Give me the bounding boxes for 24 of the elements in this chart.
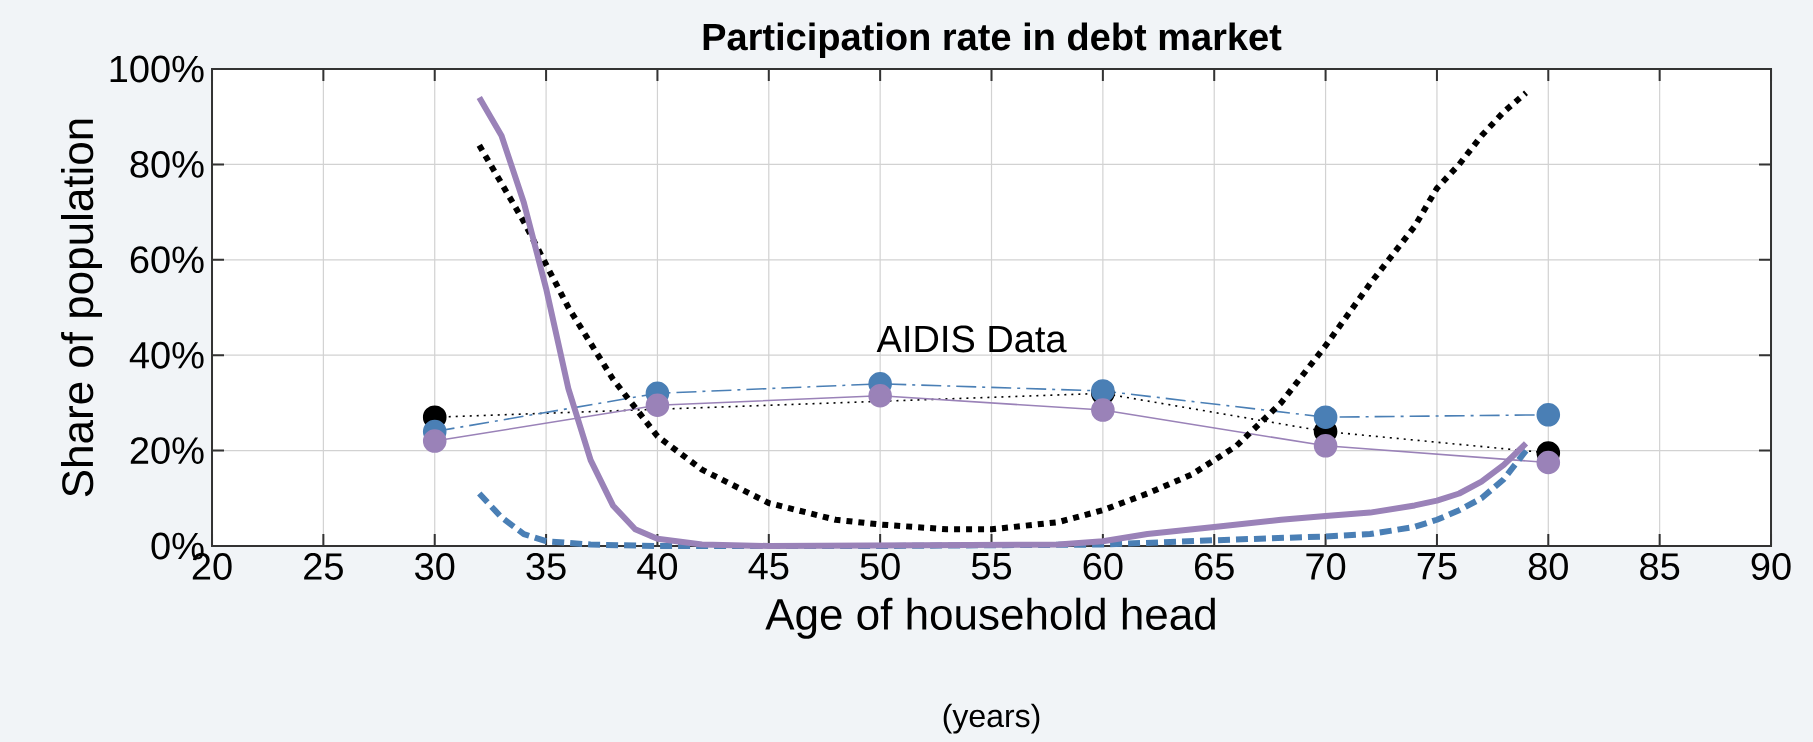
chart-title: Participation rate in debt market [703,22,1282,58]
annotation: AIDIS Data [876,325,1067,353]
text: (years) [943,703,1040,734]
x-tick-label: 55 [971,553,1012,580]
y-tick-label: 40% [129,341,204,369]
x-tick-label: 65 [1195,553,1234,580]
y-tick-label: 100% [110,55,204,83]
x-tick-label: 25 [304,553,343,580]
x-tick-label: 50 [860,553,900,580]
x-tick-label: 75 [1417,553,1457,580]
x-tick-label: 35 [526,553,566,580]
y-tick-label: 60% [130,246,204,274]
x-axis-title: Age of household head [765,597,1215,639]
x-tick-label: 60 [1083,553,1123,580]
y-axis-title: Share of population [60,119,103,497]
x-tick-label: 85 [1640,553,1680,580]
y-tick-label: 80% [130,150,204,178]
y-tick-label: 20% [130,437,204,465]
x-tick-label: 45 [748,553,789,580]
x-tick-label: 70 [1306,553,1346,580]
x-tick-label: 80 [1528,553,1568,580]
x-tick-label: 90 [1751,553,1791,580]
x-tick-label: 30 [415,553,455,580]
x-tick-label: 40 [637,553,678,580]
